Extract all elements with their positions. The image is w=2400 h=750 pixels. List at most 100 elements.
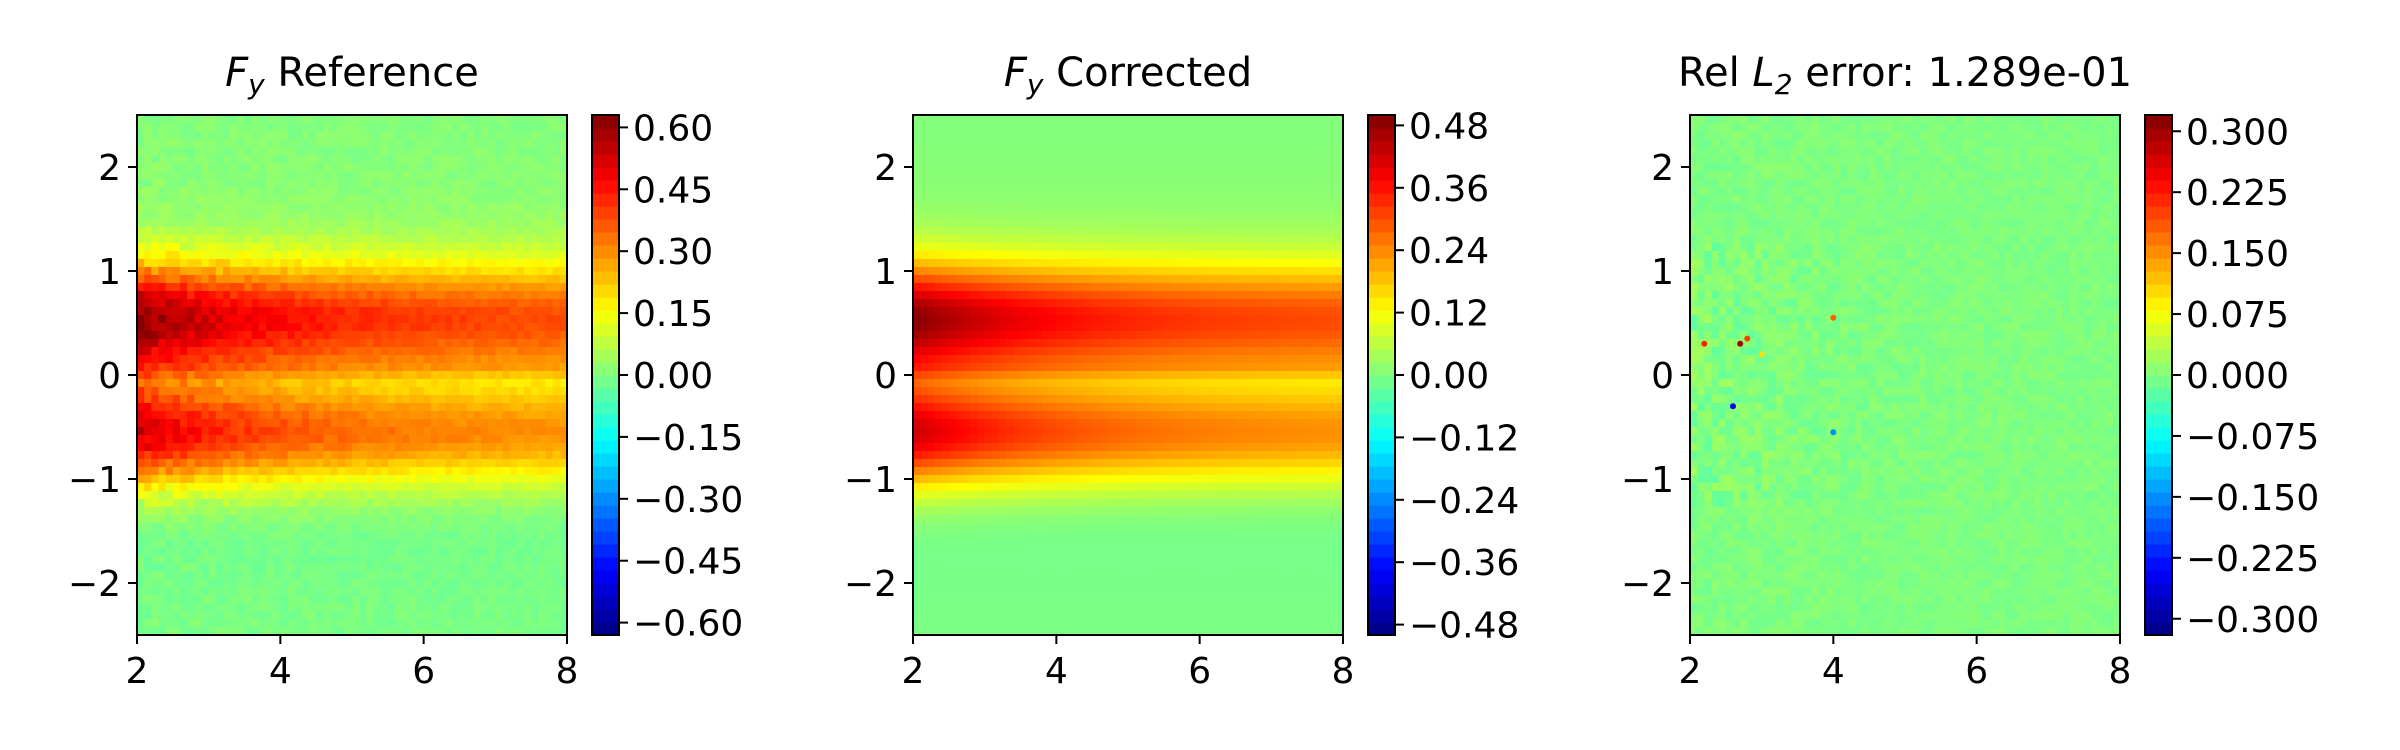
heatmap-cell (481, 507, 489, 516)
heatmap-cell (287, 131, 296, 140)
heatmap-cell (158, 275, 167, 284)
heatmap-cell (452, 547, 461, 556)
heatmap-cell (452, 163, 461, 172)
heatmap-cell (430, 627, 439, 636)
heatmap-cell (301, 443, 310, 452)
heatmap-cell (502, 163, 511, 172)
heatmap-cell (316, 315, 324, 324)
heatmap-cell (495, 171, 504, 180)
heatmap-cell (344, 491, 353, 500)
heatmap-cell (287, 203, 296, 212)
heatmap-cell (531, 387, 539, 396)
heatmap-cell (309, 379, 317, 388)
heatmap-cell (215, 467, 224, 476)
heatmap-cell (387, 307, 396, 316)
heatmap-cell (466, 571, 475, 580)
heatmap-cell (266, 627, 274, 636)
heatmap-cell (172, 283, 181, 292)
heatmap-cell (941, 531, 950, 540)
heatmap-cell (948, 483, 957, 492)
heatmap-cell (459, 123, 468, 132)
heatmap-cell (423, 371, 432, 380)
heatmap-cell (452, 267, 461, 276)
heatmap-cell (194, 371, 203, 380)
heatmap-cell (223, 435, 231, 444)
heatmap-cell (977, 379, 986, 388)
heatmap-cell (359, 435, 367, 444)
heatmap-cell (416, 435, 425, 444)
heatmap-cell (481, 235, 489, 244)
heatmap-cell (172, 163, 181, 172)
heatmap-cell (970, 523, 979, 532)
heatmap-cell (258, 483, 267, 492)
heatmap-cell (934, 331, 943, 340)
heatmap-cell (423, 227, 432, 236)
heatmap-cell (395, 139, 403, 148)
heatmap-cell (473, 371, 482, 380)
heatmap-cell (1013, 195, 1022, 204)
heatmap-cell (452, 555, 461, 564)
heatmap-cell (502, 539, 511, 548)
heatmap-cell (1006, 307, 1014, 316)
heatmap-cell (359, 267, 367, 276)
heatmap-cell (934, 451, 943, 460)
heatmap-cell (395, 587, 403, 596)
heatmap-cell (524, 347, 532, 356)
heatmap-cell (208, 443, 217, 452)
heatmap-cell (559, 443, 568, 452)
heatmap-cell (934, 139, 943, 148)
heatmap-cell (977, 499, 986, 508)
heatmap-cell (970, 587, 979, 596)
heatmap-cell (970, 331, 979, 340)
heatmap-cell (956, 339, 964, 348)
heatmap-cell (538, 451, 547, 460)
heatmap-cell (180, 579, 188, 588)
heatmap-cell (158, 499, 167, 508)
heatmap-cell (208, 163, 217, 172)
heatmap-cell (416, 627, 425, 636)
heatmap-cell (545, 307, 554, 316)
heatmap-cell (459, 595, 468, 604)
heatmap-cell (409, 563, 418, 572)
heatmap-cell (991, 507, 1000, 516)
heatmap-cell (1020, 315, 1029, 324)
heatmap-cell (373, 435, 382, 444)
heatmap-cell (920, 587, 928, 596)
heatmap-cell (158, 115, 167, 124)
heatmap-cell (287, 243, 296, 252)
heatmap-cell (502, 587, 511, 596)
heatmap-cell (215, 427, 224, 436)
heatmap-cell (395, 235, 403, 244)
heatmap-cell (488, 395, 496, 404)
heatmap-cell (223, 571, 231, 580)
heatmap-cell (495, 371, 504, 380)
heatmap-cell (187, 379, 195, 388)
heatmap-cell (230, 323, 238, 332)
heatmap-cell (552, 571, 561, 580)
heatmap-cell (366, 235, 375, 244)
heatmap-cell (991, 307, 1000, 316)
heatmap-cell (151, 587, 160, 596)
heatmap-cell (395, 395, 403, 404)
heatmap-cell (963, 267, 971, 276)
heatmap-cell (423, 571, 432, 580)
heatmap-cell (502, 555, 511, 564)
heatmap-cell (180, 115, 188, 124)
heatmap-cell (977, 539, 986, 548)
heatmap-cell (1013, 155, 1022, 164)
heatmap-cell (337, 379, 346, 388)
heatmap-cell (438, 299, 446, 308)
heatmap-cell (927, 131, 936, 140)
heatmap-cell (423, 467, 432, 476)
heatmap-cell (473, 275, 482, 284)
heatmap-cell (984, 531, 993, 540)
heatmap-cell (559, 291, 568, 300)
heatmap-cell (409, 507, 418, 516)
heatmap-cell (323, 451, 332, 460)
heatmap-cell (165, 451, 174, 460)
heatmap-cell (920, 259, 928, 268)
heatmap-cell (977, 571, 986, 580)
heatmap-cell (524, 467, 532, 476)
heatmap-cell (416, 179, 425, 188)
heatmap-cell (1006, 619, 1014, 628)
